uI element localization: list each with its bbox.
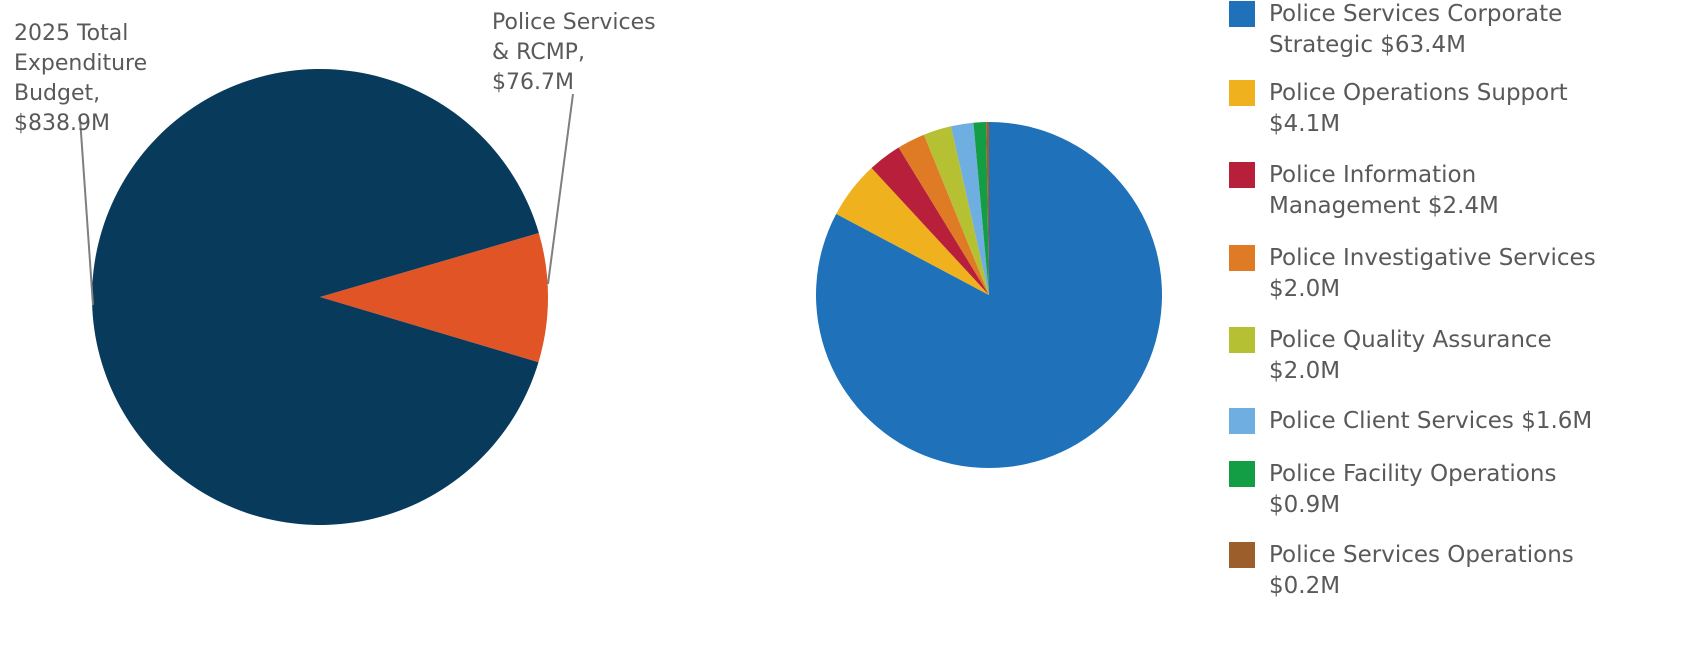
legend-label: Police Investigative Services $2.0M: [1269, 245, 1596, 302]
legend-label: Police Services Corporate Strategic $63.4…: [1269, 1, 1562, 58]
legend-swatch: [1229, 408, 1255, 434]
pie-slice-police-information-management-2-4m: [871, 147, 989, 295]
legend-swatch: [1229, 245, 1255, 271]
pie-slice-2025-total-expenditure-budget-838-9m: [92, 68, 539, 525]
pie-label-2025-total-expenditure-budget-838-9m: 2025 Total Expenditure Budget, $838.9M: [14, 21, 147, 136]
legend-swatch: [1229, 80, 1255, 106]
legend-label: Police Quality Assurance $2.0M: [1269, 327, 1552, 384]
pie-slice-police-client-services-1-6m: [951, 122, 989, 295]
legend-item-police-client-services-1-6m: Police Client Services $1.6M: [1229, 408, 1592, 434]
pie-slice-police-quality-assurance-2-0m: [923, 126, 989, 295]
leader-line-police-services-rcmp-76-7m: [547, 93, 574, 285]
legend-label: Police Services Operations $0.2M: [1269, 542, 1574, 599]
legend-item-police-quality-assurance-2-0m: Police Quality Assurance $2.0M: [1229, 327, 1552, 384]
legend-item-police-facility-operations-0-9m: Police Facility Operations $0.9M: [1229, 461, 1556, 518]
legend-item-police-investigative-services-2-0m: Police Investigative Services $2.0M: [1229, 245, 1596, 302]
legend-swatch: [1229, 461, 1255, 487]
legend-item-police-services-operations-0-2m: Police Services Operations $0.2M: [1229, 542, 1574, 599]
pie-slice-police-operations-support-4-1m: [836, 168, 989, 295]
legend-label: Police Facility Operations $0.9M: [1269, 461, 1556, 518]
pie-slice-police-services-operations-0-2m: [986, 121, 989, 295]
police-breakdown-legend: Police Services Corporate Strategic $63.4…: [1229, 1, 1596, 599]
pie-slice-police-services-rcmp-76-7m: [320, 233, 549, 363]
pie-label-police-services-rcmp-76-7m: Police Services & RCMP, $76.7M: [492, 10, 656, 95]
legend-swatch: [1229, 1, 1255, 27]
pie-slice-police-investigative-services-2-0m: [898, 134, 989, 295]
total-budget-pie-labels: Police Services & RCMP, $76.7M 2025 Total Ex…: [14, 10, 656, 306]
legend-item-police-information-management-2-4m: Police Information Management $2.4M: [1229, 162, 1499, 219]
total-budget-pie: [92, 68, 549, 525]
legend-label: Police Operations Support $4.1M: [1269, 80, 1568, 137]
legend-label: Police Information Management $2.4M: [1269, 162, 1499, 219]
legend-item-police-services-corporate-strategic-63-4m: Police Services Corporate Strategic $63.4…: [1229, 1, 1562, 58]
legend-swatch: [1229, 542, 1255, 568]
pie-slice-police-facility-operations-0-9m: [973, 122, 989, 296]
legend-swatch: [1229, 162, 1255, 188]
police-breakdown-pie: [816, 121, 1163, 468]
legend-item-police-operations-support-4-1m: Police Operations Support $4.1M: [1229, 80, 1568, 137]
legend-label: Police Client Services $1.6M: [1269, 408, 1592, 434]
legend-swatch: [1229, 327, 1255, 353]
pie-slice-police-services-corporate-strategic-63-4m: [816, 122, 1163, 468]
leader-line-2025-total-expenditure-budget-838-9m: [79, 117, 94, 306]
